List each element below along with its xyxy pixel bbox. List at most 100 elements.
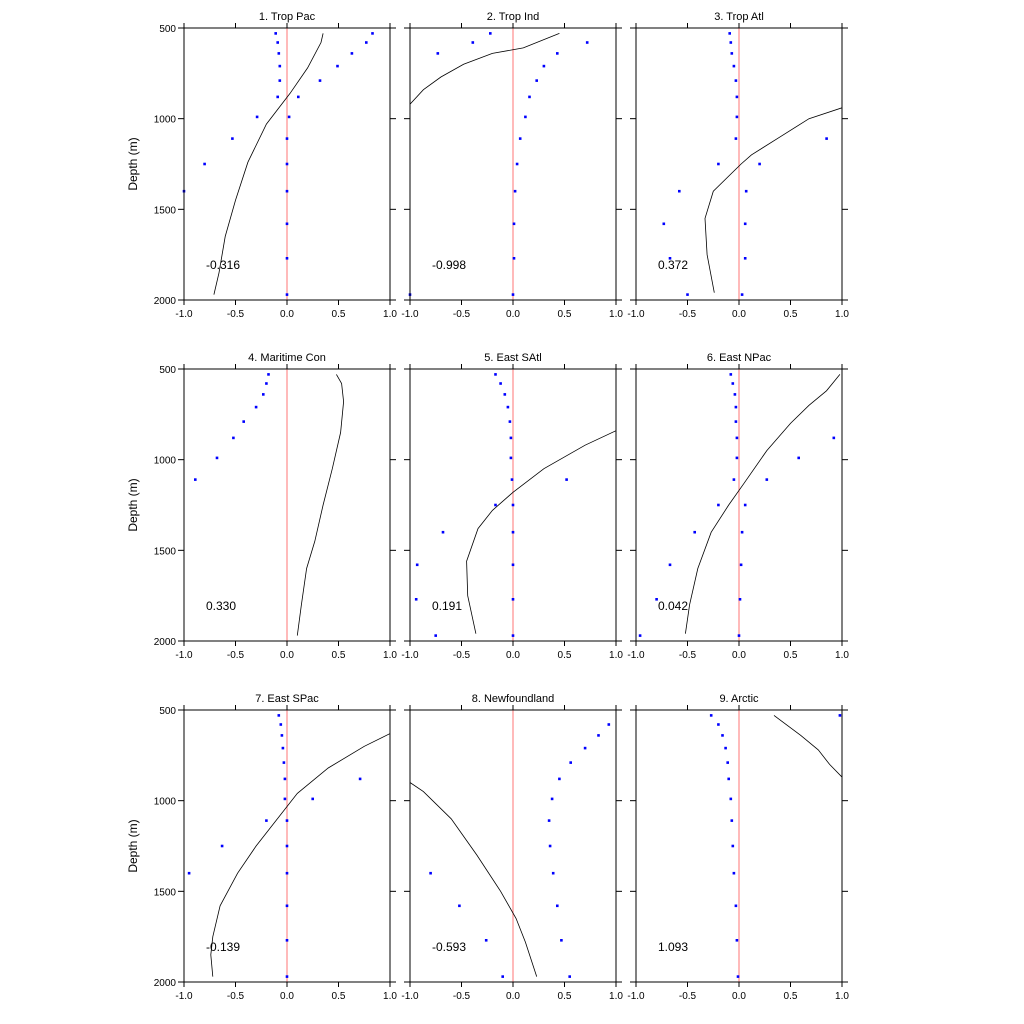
data-point: [277, 52, 281, 55]
x-tick-label: 1.0: [383, 991, 397, 1002]
data-point: [511, 634, 515, 637]
data-point: [758, 162, 761, 166]
panel-annotation: 1.093: [658, 940, 688, 954]
data-point: [662, 222, 666, 226]
data-point: [735, 95, 739, 99]
data-point: [280, 734, 284, 737]
data-point: [735, 456, 739, 460]
data-point: [503, 393, 507, 396]
x-tick-label: 1.0: [609, 309, 623, 320]
data-point: [285, 819, 289, 822]
x-tick-label: -1.0: [175, 991, 193, 1002]
data-point: [511, 530, 515, 534]
data-point: [242, 420, 245, 423]
data-point: [735, 115, 739, 119]
y-tick-label: 500: [159, 706, 176, 717]
data-point: [739, 563, 743, 567]
data-point: [738, 598, 742, 601]
data-point: [285, 904, 289, 908]
data-point: [717, 723, 720, 726]
data-point: [724, 746, 727, 750]
data-point: [311, 797, 314, 801]
panel-title: 1. Trop Pac: [259, 11, 316, 23]
data-point: [499, 382, 502, 385]
data-point: [728, 32, 731, 35]
y-tick-label: 1000: [154, 115, 177, 126]
y-tick-label: 500: [159, 24, 176, 35]
data-point: [434, 634, 437, 637]
y-tick-label: 2000: [154, 296, 177, 307]
data-point: [556, 904, 559, 908]
data-point: [336, 64, 339, 68]
data-point: [285, 137, 289, 140]
data-point: [215, 456, 219, 460]
x-tick-label: 1.0: [383, 650, 397, 661]
data-point: [735, 939, 739, 942]
data-point: [187, 871, 191, 875]
data-point: [607, 723, 611, 726]
data-point: [511, 293, 515, 296]
panel-title: 4. Maritime Con: [248, 352, 326, 364]
data-point: [285, 939, 289, 942]
data-point: [832, 436, 836, 440]
data-point: [678, 189, 681, 193]
y-tick-label: 1500: [154, 205, 177, 216]
x-tick-label: -1.0: [401, 991, 419, 1002]
data-point: [513, 189, 517, 193]
data-point: [278, 64, 282, 68]
x-tick-label: 0.5: [558, 309, 572, 320]
panel-annotation: 0.330: [206, 599, 236, 613]
data-point: [731, 382, 735, 385]
x-tick-label: -1.0: [401, 309, 419, 320]
data-point: [365, 41, 368, 44]
data-point: [203, 162, 206, 166]
data-point: [265, 382, 268, 385]
data-point: [765, 478, 769, 481]
x-tick-label: 0.0: [506, 650, 520, 661]
data-point: [668, 563, 672, 567]
data-point: [371, 32, 374, 35]
x-tick-label: -0.5: [227, 650, 245, 661]
profile-line: [296, 374, 345, 636]
y-tick-label: 1000: [154, 456, 177, 467]
panel-annotation: 0.042: [658, 599, 688, 613]
panel-title: 7. East SPac: [255, 693, 319, 705]
x-tick-label: 0.5: [332, 650, 346, 661]
data-point: [583, 746, 587, 750]
data-point: [515, 162, 519, 166]
x-tick-label: -0.5: [227, 991, 245, 1002]
data-point: [524, 115, 527, 119]
data-point: [436, 52, 440, 55]
panel-3: 3. Trop Atl -1.0 -0.5 0.0 0.5 1.0 0.372: [627, 11, 849, 320]
data-point: [825, 137, 828, 140]
panel-annotation: -0.139: [206, 940, 240, 954]
x-tick-label: 0.0: [280, 650, 294, 661]
data-point: [274, 32, 277, 35]
x-tick-label: -1.0: [627, 991, 645, 1002]
data-point: [281, 746, 285, 750]
data-point: [509, 456, 513, 460]
data-point: [285, 189, 289, 193]
data-point: [471, 41, 475, 44]
data-point: [721, 734, 724, 737]
data-point: [255, 115, 259, 119]
data-point: [737, 634, 741, 637]
x-tick-label: 1.0: [835, 309, 849, 320]
data-point: [730, 819, 734, 822]
panel-title: 8. Newfoundland: [472, 693, 555, 705]
panel-5: 5. East SAtl -1.0 -0.5 0.0 0.5 1.0 0.191: [401, 352, 623, 661]
data-point: [729, 797, 733, 801]
x-tick-label: 0.0: [732, 309, 746, 320]
data-point: [285, 222, 289, 226]
data-point: [415, 563, 419, 567]
profile-line: [213, 33, 324, 295]
data-point: [458, 904, 461, 908]
data-point: [734, 904, 738, 908]
data-point: [511, 598, 515, 601]
data-point: [735, 436, 739, 440]
data-point: [740, 530, 744, 534]
profile-line: [685, 374, 841, 634]
panel-title: 5. East SAtl: [484, 352, 541, 364]
x-tick-label: -1.0: [175, 650, 193, 661]
